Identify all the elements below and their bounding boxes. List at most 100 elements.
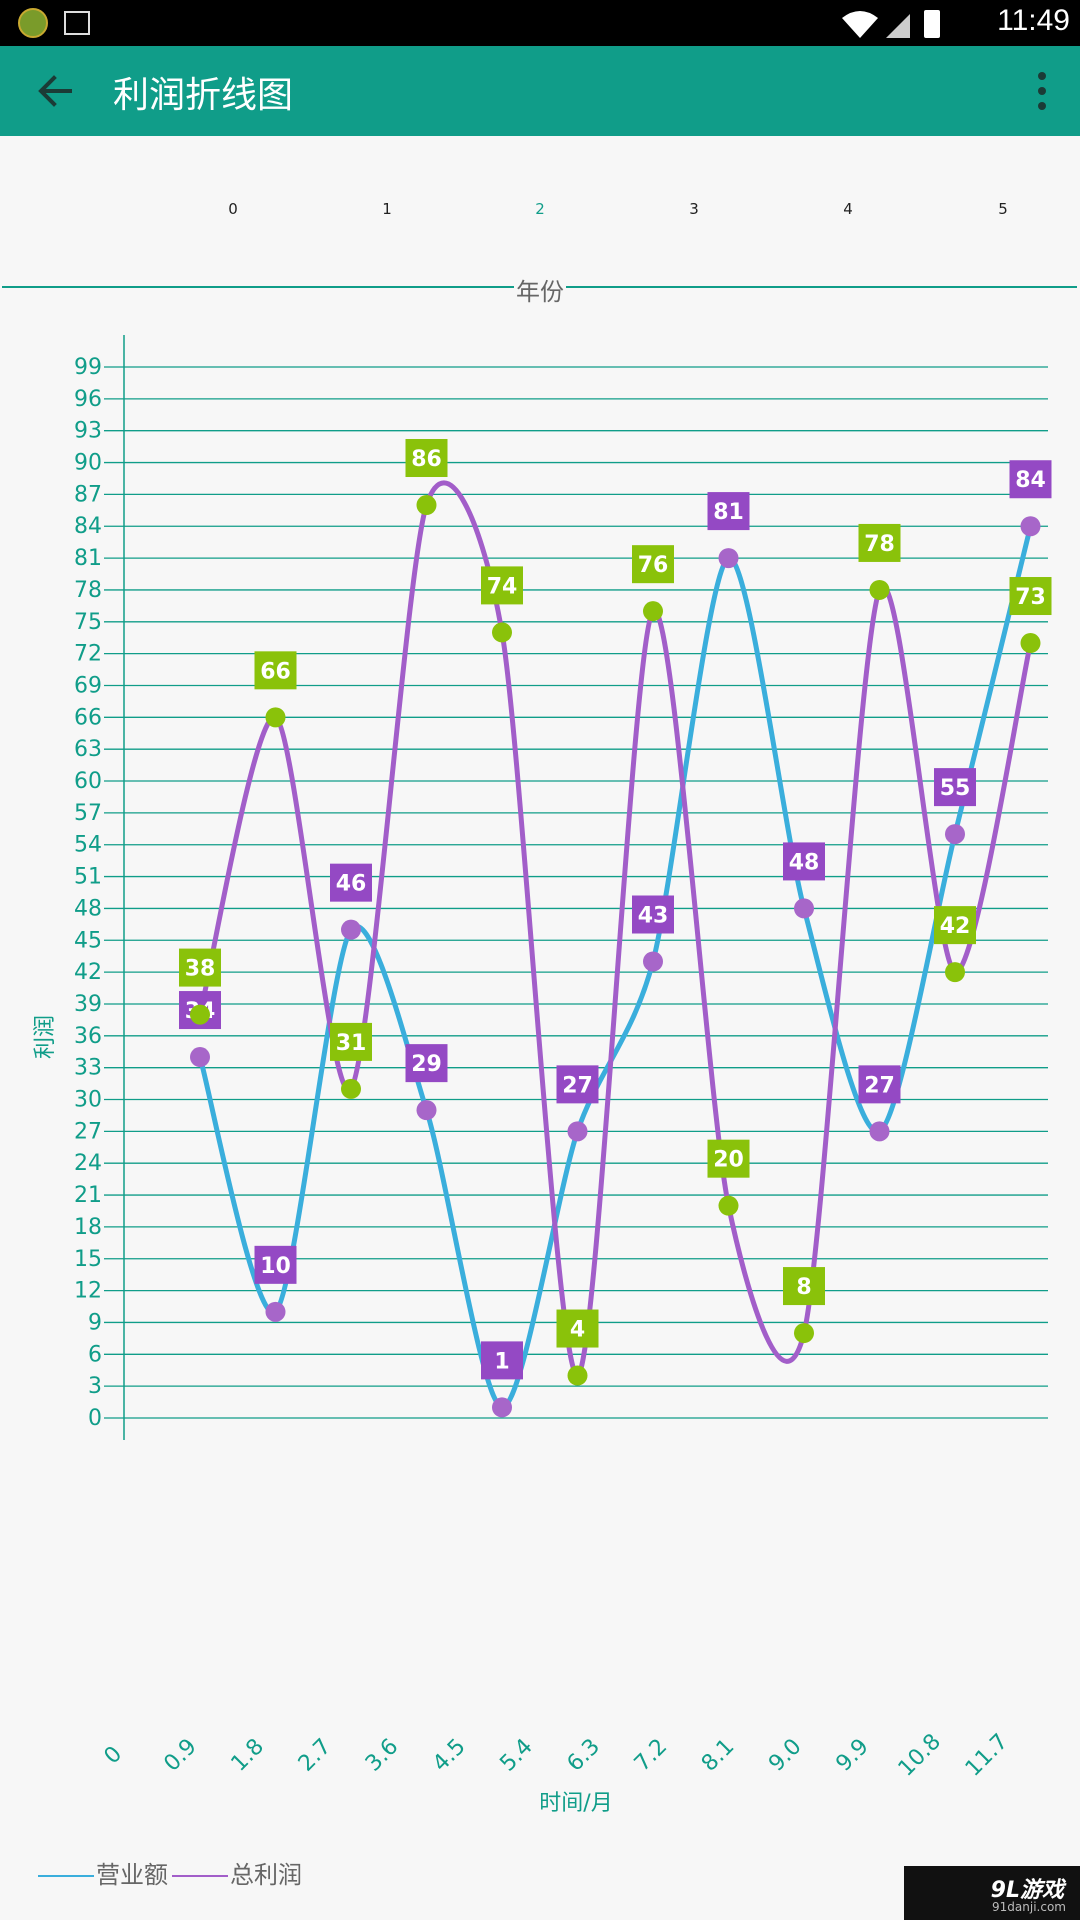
- profit-point-marker: [341, 1078, 361, 1099]
- revenue-point-marker: [190, 1047, 210, 1068]
- year-tick[interactable]: 0: [228, 200, 238, 218]
- y-tick-label: 60: [74, 769, 102, 794]
- revenue-point-label-box: [632, 895, 674, 934]
- y-tick-label: 72: [74, 642, 102, 667]
- y-tick-label: 21: [74, 1183, 102, 1208]
- status-bar: 11:49: [0, 0, 1080, 46]
- y-tick-label: 54: [74, 833, 102, 858]
- y-tick-label: 81: [74, 546, 102, 571]
- profit-point-label-box: [254, 651, 297, 690]
- x-tick-label: 0.9: [159, 1734, 201, 1776]
- revenue-point-marker: [492, 1397, 512, 1418]
- y-tick-label: 90: [74, 451, 102, 476]
- revenue-point-label: 1: [494, 1349, 509, 1374]
- profit-point-marker: [492, 622, 512, 643]
- revenue-point-label: 48: [789, 850, 820, 875]
- revenue-point-marker: [1020, 516, 1041, 537]
- y-tick-label: 12: [74, 1279, 102, 1304]
- revenue-point-label: 81: [713, 500, 744, 525]
- profit-point-label-box: [556, 1309, 599, 1348]
- revenue-point-label: 10: [260, 1254, 291, 1279]
- profit-point-marker: [794, 1323, 814, 1344]
- revenue-point-marker: [643, 951, 663, 972]
- y-tick-label: 3: [88, 1374, 102, 1399]
- profit-point-label-box: [330, 1022, 372, 1061]
- y-tick-label: 57: [74, 801, 102, 826]
- app-icon: [18, 8, 48, 38]
- series-line-profit: [197, 480, 1033, 1379]
- x-tick-label: 4.5: [428, 1734, 470, 1776]
- y-tick-label: 66: [74, 705, 102, 730]
- profit-point-label-box: [1009, 577, 1052, 616]
- y-tick-label: 78: [74, 578, 102, 603]
- revenue-point-label-box: [556, 1065, 599, 1104]
- y-tick-label: 15: [74, 1247, 102, 1272]
- y-tick-label: 99: [74, 355, 102, 380]
- y-tick-label: 75: [74, 610, 102, 635]
- revenue-point-label-box: [707, 492, 750, 531]
- legend-swatch-blue: [38, 1875, 94, 1877]
- x-tick-label: 7.2: [630, 1734, 672, 1776]
- y-tick-label: 96: [74, 387, 102, 412]
- profit-point-label: 20: [713, 1148, 744, 1173]
- revenue-point-label: 43: [638, 904, 669, 929]
- x-tick-label: 11.7: [961, 1729, 1013, 1781]
- y-axis-title: 利润: [33, 1015, 58, 1059]
- year-tick[interactable]: 1: [382, 200, 392, 218]
- x-tick-label: 6.3: [563, 1734, 605, 1776]
- revenue-point-marker: [945, 824, 965, 845]
- profit-point-label: 86: [411, 447, 442, 472]
- x-tick-label: 8.1: [697, 1734, 739, 1776]
- revenue-point-label-box: [330, 863, 372, 902]
- y-tick-label: 36: [74, 1024, 102, 1049]
- revenue-point-marker: [416, 1100, 437, 1121]
- profit-point-label: 78: [864, 532, 895, 557]
- y-tick-label: 45: [74, 928, 102, 953]
- profit-point-label: 74: [487, 574, 518, 599]
- year-axis-label: 年份: [514, 272, 566, 307]
- revenue-point-label-box: [481, 1341, 523, 1380]
- wifi-icon: [842, 11, 878, 38]
- year-tick[interactable]: 4: [843, 200, 853, 218]
- profit-point-marker: [718, 1195, 739, 1216]
- profit-point-label-box: [405, 439, 448, 478]
- legend-item-revenue: 营业额: [38, 1855, 168, 1890]
- arrow-left-icon[interactable]: [30, 66, 80, 116]
- profit-point-marker: [567, 1365, 588, 1386]
- app-bar: 利润折线图: [0, 46, 1080, 136]
- y-tick-label: 87: [74, 482, 102, 507]
- watermark-logo: 9L游戏 91danji.com: [904, 1866, 1080, 1920]
- year-tick[interactable]: 3: [689, 200, 699, 218]
- profit-point-marker: [1020, 633, 1041, 654]
- legend-label: 总利润: [230, 1861, 302, 1889]
- year-tick-selected[interactable]: 2: [535, 200, 545, 218]
- y-tick-label: 6: [88, 1342, 102, 1367]
- revenue-point-marker: [567, 1121, 588, 1142]
- more-vert-icon[interactable]: [1022, 68, 1062, 114]
- profit-point-label: 76: [638, 553, 669, 578]
- year-tick[interactable]: 5: [998, 200, 1008, 218]
- profit-point-label-box: [632, 545, 674, 584]
- profit-point-label: 42: [940, 914, 971, 939]
- profit-line-chart: 0369121518212427303336394245485154576063…: [33, 335, 1052, 1816]
- legend-label: 营业额: [96, 1861, 168, 1889]
- y-tick-label: 39: [74, 992, 102, 1017]
- y-tick-label: 84: [74, 514, 102, 539]
- battery-icon: [924, 10, 940, 38]
- profit-point-marker: [643, 601, 663, 622]
- y-tick-label: 9: [88, 1310, 102, 1335]
- y-tick-label: 48: [74, 896, 102, 921]
- clock: 11:49: [997, 4, 1070, 37]
- revenue-point-label-box: [405, 1044, 448, 1083]
- x-tick-label: 9.9: [831, 1734, 873, 1776]
- profit-point-marker: [416, 495, 437, 516]
- x-tick-label: 0: [100, 1742, 128, 1770]
- year-axis[interactable]: 0 1 2 3 4 5: [0, 200, 1080, 224]
- revenue-point-label-box: [1009, 460, 1052, 499]
- x-tick-label: 10.8: [894, 1729, 946, 1781]
- revenue-point-label: 55: [940, 776, 971, 801]
- y-tick-label: 24: [74, 1151, 102, 1176]
- profit-point-label: 66: [260, 659, 291, 684]
- profit-point-label-box: [783, 1267, 825, 1306]
- y-tick-label: 0: [88, 1406, 102, 1431]
